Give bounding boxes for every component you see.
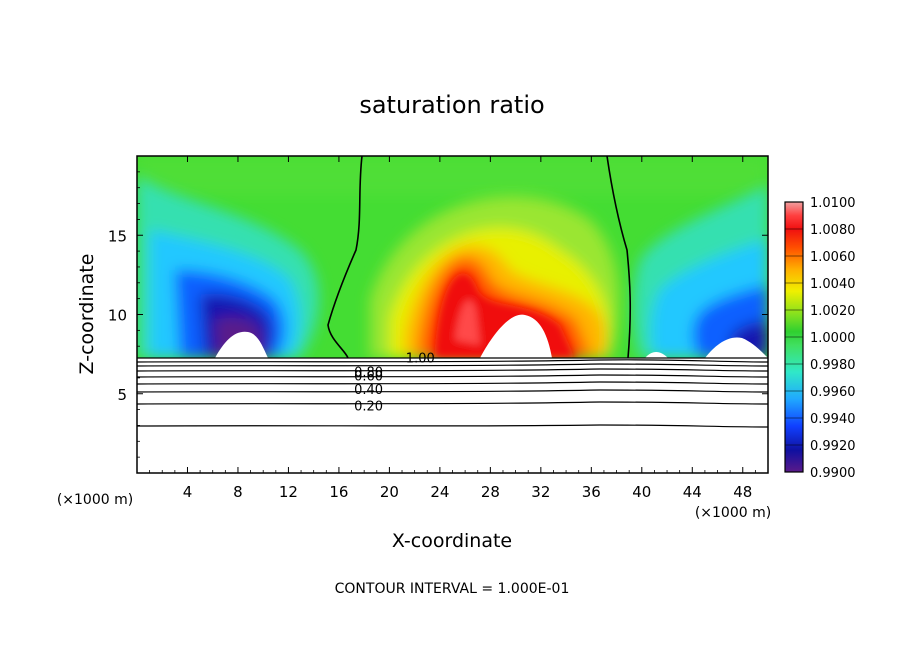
contour-lines: [136, 357, 769, 428]
x-tick-label: 20: [380, 483, 399, 501]
x-tick-label: 44: [683, 483, 702, 501]
x-tick-label: 48: [733, 483, 752, 501]
colorbar-label: 1.0040: [810, 277, 856, 292]
x-tick-label: 4: [183, 483, 193, 501]
x-axis-ticks: 4 8 12 16 20 24 28 32 36 40 44 48: [149, 156, 756, 501]
chart-title: saturation ratio: [359, 91, 544, 119]
y-tick-label: 15: [108, 227, 127, 245]
contour-label: 0.80: [354, 366, 383, 381]
colorbar-label: 1.0100: [810, 196, 856, 211]
x-tick-label: 8: [233, 483, 243, 501]
contour-interval-note: CONTOUR INTERVAL = 1.000E-01: [335, 581, 570, 597]
y-axis-label: Z-coordinate: [76, 254, 98, 375]
colorbar-label: 0.9920: [810, 439, 856, 454]
x-tick-label: 12: [279, 483, 298, 501]
colorbar-label: 0.9980: [810, 358, 856, 373]
heatmap-field: [137, 156, 768, 358]
y-tick-label: 10: [108, 307, 127, 325]
colorbar-label: 0.9960: [810, 385, 856, 400]
contour-labels: 1.00 0.800.600.40 0.20: [354, 351, 435, 414]
colorbar-label: 1.0060: [810, 250, 856, 265]
colorbar-frame: [784, 201, 804, 473]
x-tick-label: 32: [531, 483, 550, 501]
x-tick-label: 28: [481, 483, 500, 501]
colorbar-label: 0.9900: [810, 466, 856, 481]
colorbar-label: 1.0020: [810, 304, 856, 319]
contour-label: 1.00: [406, 351, 435, 366]
y-tick-label: 5: [117, 386, 127, 404]
x-tick-label: 36: [582, 483, 601, 501]
y-axis-ticks: 5 10 15: [108, 171, 768, 458]
x-tick-label: 24: [430, 483, 449, 501]
x-axis-label: X-coordinate: [392, 530, 512, 552]
x-unit-left: (×1000 m): [57, 492, 133, 508]
x-tick-label: 40: [632, 483, 651, 501]
colorbar-label: 1.0080: [810, 223, 856, 238]
colorbar-label: 0.9940: [810, 412, 856, 427]
contour-label: 0.60: [354, 370, 383, 385]
x-unit-right: (×1000 m): [695, 505, 771, 521]
contour-label: 0.40: [354, 383, 383, 398]
colorbar-label: 1.0000: [810, 331, 856, 346]
x-tick-label: 16: [329, 483, 348, 501]
colorbar: 1.0100 1.0080 1.0060 1.0040 1.0020 1.0000 0.99…: [784, 196, 856, 481]
contour-label: 0.20: [354, 400, 383, 415]
colorbar-ticks: 1.0100 1.0080 1.0060 1.0040 1.0020 1.0000 0.99…: [785, 196, 856, 481]
